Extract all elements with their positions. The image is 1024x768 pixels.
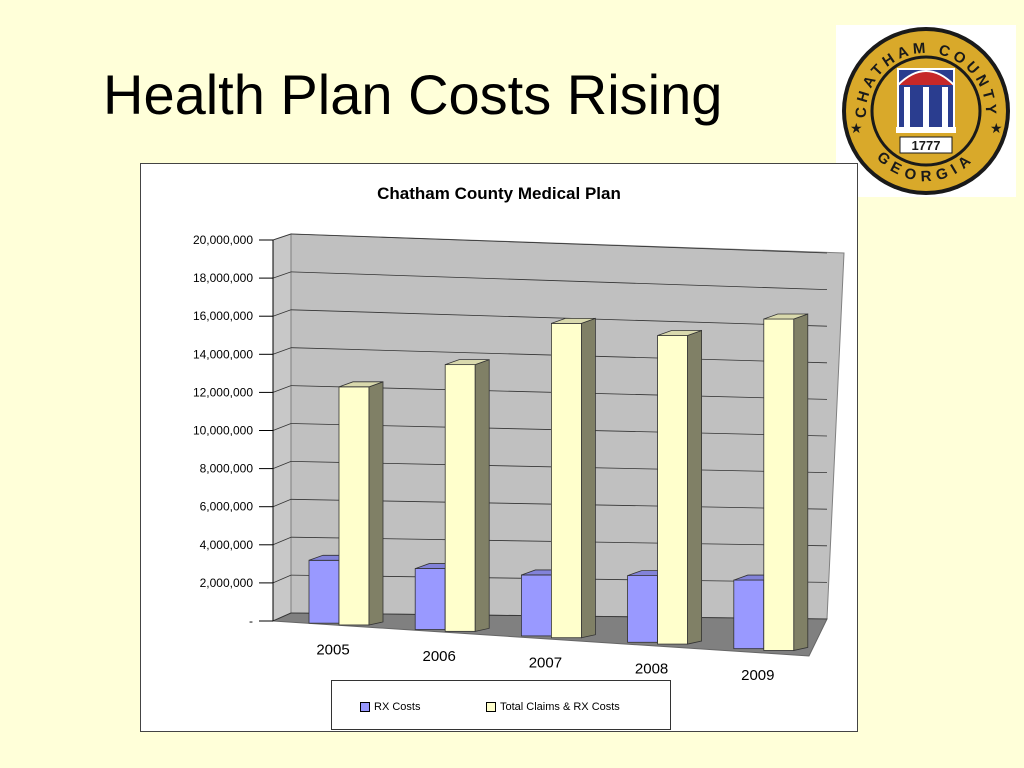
bar-total-2008 (657, 335, 688, 645)
seal-arch (897, 70, 955, 86)
bar-total-2007 (550, 322, 582, 639)
gridline-side (272, 233, 292, 241)
gridline (290, 271, 828, 290)
legend-item-total: Total Claims & RX Costs (486, 701, 620, 713)
legend-item-rx: RX Costs (360, 701, 420, 713)
bar-rx-2007 (520, 574, 552, 637)
seal-base (896, 127, 956, 133)
bar-rx-2008 (627, 575, 659, 643)
gridline-side (272, 423, 292, 431)
y-tick-label: 4,000,000 (200, 538, 254, 552)
gridline-side (272, 347, 292, 355)
seal-pillar-1 (904, 87, 910, 127)
y-tick-label: 2,000,000 (200, 576, 254, 590)
bar-total-2009 (763, 318, 795, 651)
y-tick-label: 12,000,000 (193, 385, 253, 399)
x-tick-label-2007: 2007 (529, 654, 562, 671)
y-tick-label: 6,000,000 (200, 500, 254, 514)
seal-star-right: ★ (990, 121, 1003, 137)
legend-swatch-total (486, 702, 496, 712)
bar-top-total-2008 (657, 330, 702, 336)
x-tick-label-2005: 2005 (316, 642, 349, 659)
bar-top-total-2005 (338, 381, 384, 388)
seal-star-left: ★ (850, 121, 863, 137)
gridline-side (272, 385, 292, 393)
y-tick-label: 20,000,000 (193, 233, 253, 247)
y-tick-label: 16,000,000 (193, 309, 253, 323)
y-tick-label: - (249, 614, 253, 628)
bar-side-total-2008 (687, 329, 702, 645)
bar-side-total-2006 (474, 359, 490, 632)
bar-side-total-2009 (793, 313, 809, 651)
gridline-side (272, 536, 292, 546)
chart-side-wall (272, 233, 292, 622)
seal-inner-ring (870, 55, 982, 167)
bar-top-total-2006 (445, 359, 490, 366)
seal-pillar-3 (942, 87, 948, 127)
x-tick-label-2008: 2008 (635, 661, 668, 678)
gridline-side (272, 612, 292, 622)
chart-area: Chatham County Medical Plan - 2,000,000 4,0… (140, 163, 858, 732)
bar-top-total-2009 (763, 313, 808, 320)
gridline-side (272, 498, 292, 508)
seal-year: 1777 (912, 138, 941, 153)
bar-side-total-2005 (368, 381, 384, 626)
bar-total-2005 (338, 386, 370, 626)
chart-title: Chatham County Medical Plan (377, 184, 621, 203)
gridline-side (272, 271, 292, 279)
bar-rx-2009 (733, 579, 765, 650)
chart-svg: Chatham County Medical Plan - 2,000,000 4,0… (193, 184, 845, 684)
chatham-county-seal: ★ ★ CHATHAM COUNTY GEORGIA 1777 (836, 25, 1016, 197)
y-tick-label: 14,000,000 (193, 347, 253, 361)
gridline-side (272, 309, 292, 317)
gridline (290, 309, 828, 327)
y-tick-label: 18,000,000 (193, 271, 253, 285)
x-tick-label-2006: 2006 (423, 648, 456, 665)
bar-rx-2006 (414, 568, 446, 630)
seal-year-ribbon (899, 136, 953, 154)
x-tick-label-2009: 2009 (741, 667, 774, 684)
legend-label-rx: RX Costs (374, 701, 421, 713)
chart-legend: RX Costs Total Claims & RX Costs (331, 680, 671, 730)
y-tick-label: 10,000,000 (193, 424, 253, 438)
seal-graphic: ★ ★ CHATHAM COUNTY GEORGIA 1777 (842, 27, 1010, 195)
legend-swatch-rx (360, 702, 370, 712)
bar-side-total-2007 (580, 317, 596, 639)
bar-total-2006 (444, 364, 476, 632)
y-tick-label: 8,000,000 (200, 462, 254, 476)
bar-rx-2005 (308, 559, 340, 624)
legend-label-total: Total Claims & RX Costs (500, 701, 620, 713)
bar-top-total-2007 (551, 317, 596, 324)
gridline (290, 233, 828, 254)
gridline-side (272, 574, 292, 584)
seal-pillar-2 (923, 87, 929, 127)
gridline-side (272, 461, 292, 469)
slide-title: Health Plan Costs Rising (103, 63, 723, 126)
